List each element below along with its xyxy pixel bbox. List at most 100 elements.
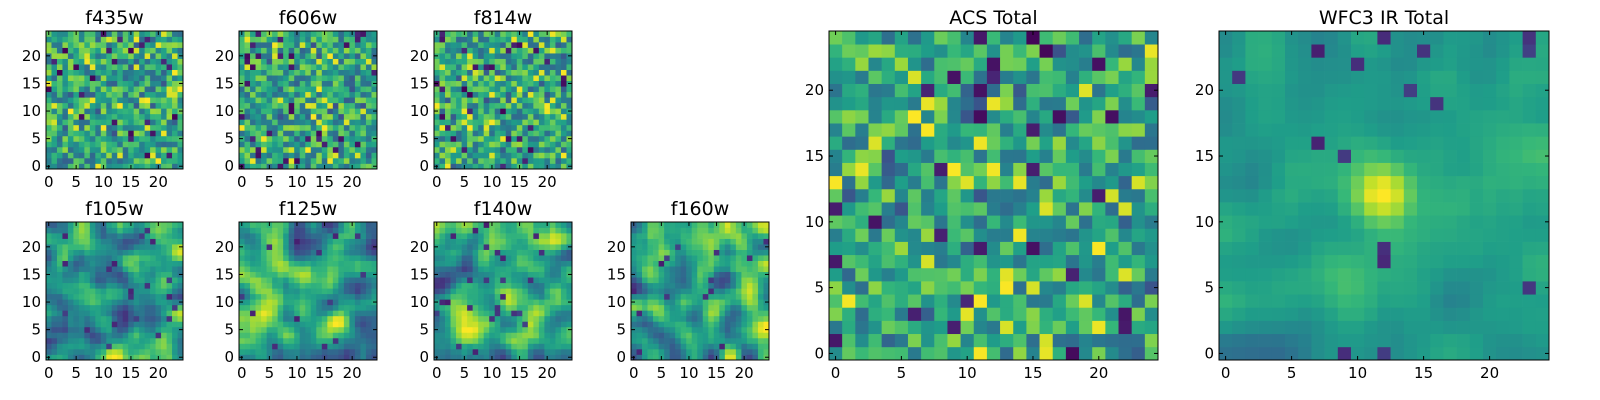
heatmap-cell (538, 75, 545, 82)
heatmap-cell (544, 86, 551, 93)
heatmap-cell (730, 227, 737, 234)
heatmap-cell (133, 332, 140, 339)
heatmap-cell (111, 75, 118, 82)
heatmap-cell (669, 343, 676, 350)
heatmap-cell (239, 42, 245, 48)
heatmap-cell (95, 343, 102, 350)
heatmap-cell (299, 64, 306, 70)
heatmap-cell (67, 157, 74, 164)
heatmap-cell (332, 163, 339, 170)
heatmap-cell (133, 310, 140, 317)
heatmap-cell (100, 157, 107, 164)
heatmap-cell (283, 233, 290, 239)
heatmap-cell (505, 47, 512, 54)
heatmap-cell (538, 315, 545, 322)
heatmap-cell (89, 141, 96, 148)
heatmap-cell (332, 293, 339, 300)
heatmap-cell (73, 157, 80, 164)
heatmap-cell (283, 260, 290, 267)
heatmap-cell (177, 249, 184, 256)
heatmap-cell (51, 321, 58, 328)
heatmap-cell (1026, 281, 1040, 295)
heatmap-cell (461, 238, 468, 245)
heatmap-cell (128, 36, 135, 43)
heatmap-cell (735, 249, 742, 256)
heatmap-cell (921, 228, 935, 242)
heatmap-cell (321, 304, 328, 311)
heatmap-cell (288, 354, 295, 361)
heatmap-cell (100, 288, 107, 295)
heatmap-cell (445, 354, 451, 361)
heatmap-cell (516, 260, 523, 267)
heatmap-cell (511, 343, 518, 350)
heatmap-cell (288, 31, 295, 37)
heatmap-cell (555, 348, 562, 355)
heatmap-cell (288, 337, 295, 344)
heatmap-cell (172, 86, 178, 93)
heatmap-cell (310, 135, 317, 142)
heatmap-cell (343, 277, 350, 284)
heatmap-cell (100, 119, 107, 126)
heatmap-cell (177, 337, 184, 344)
heatmap-cell (494, 255, 501, 261)
heatmap-cell (51, 233, 58, 239)
heatmap-cell (46, 227, 52, 234)
heatmap-cell (691, 304, 698, 311)
heatmap-cell (533, 108, 540, 115)
heatmap-cell (155, 343, 162, 350)
heatmap-cell (483, 119, 490, 126)
heatmap-cell (67, 64, 74, 70)
heatmap-cell (1039, 202, 1054, 216)
heatmap-cell (46, 69, 52, 76)
heatmap-cell (555, 277, 562, 284)
heatmap-cell (100, 343, 107, 350)
heatmap-cell (960, 267, 975, 282)
heatmap-cell (255, 255, 262, 261)
heatmap-cell (354, 293, 361, 300)
heatmap-cell (349, 102, 356, 109)
heatmap-cell (538, 238, 545, 245)
heatmap-cell (46, 343, 52, 350)
heatmap-cell (500, 354, 507, 361)
heatmap-cell (445, 293, 451, 300)
heatmap-cell (483, 108, 490, 115)
heatmap-cell (360, 299, 367, 306)
heatmap-cell (343, 293, 350, 300)
heatmap-cell (321, 130, 328, 137)
heatmap-cell (95, 42, 102, 48)
heatmap-cell (467, 332, 473, 339)
heatmap-cell (117, 315, 124, 322)
heatmap-cell (724, 222, 731, 228)
heatmap-cell (1000, 228, 1014, 242)
heatmap-cell (511, 119, 518, 126)
heatmap-cell (752, 348, 759, 355)
heatmap-cell (250, 332, 256, 339)
heatmap-cell (277, 130, 284, 137)
heatmap-cell (46, 266, 52, 273)
heatmap-cell (1026, 254, 1040, 269)
heatmap-cell (261, 91, 267, 98)
heatmap-cell (266, 266, 273, 273)
heatmap-cell (511, 91, 518, 98)
heatmap-cell (544, 80, 551, 87)
heatmap-cell (161, 260, 167, 267)
heatmap-cell (450, 86, 457, 93)
heatmap-cell (494, 130, 501, 137)
heatmap-cell (555, 135, 562, 142)
heatmap-cell (155, 75, 162, 82)
heatmap-cell (84, 42, 91, 48)
heatmap-cell (144, 337, 151, 344)
y-tick-label: 10 (22, 293, 41, 311)
heatmap-cell (522, 304, 529, 311)
heatmap-cell (456, 42, 462, 48)
heatmap-cell (166, 58, 173, 65)
heatmap-cell (277, 47, 284, 54)
heatmap-cell (239, 58, 245, 65)
heatmap-cell (478, 304, 485, 311)
heatmap-cell (51, 293, 58, 300)
heatmap-cell (89, 42, 96, 48)
heatmap-cell (691, 354, 698, 361)
heatmap-cell (62, 163, 69, 170)
heatmap-cell (128, 146, 135, 153)
heatmap-cell (51, 152, 58, 159)
